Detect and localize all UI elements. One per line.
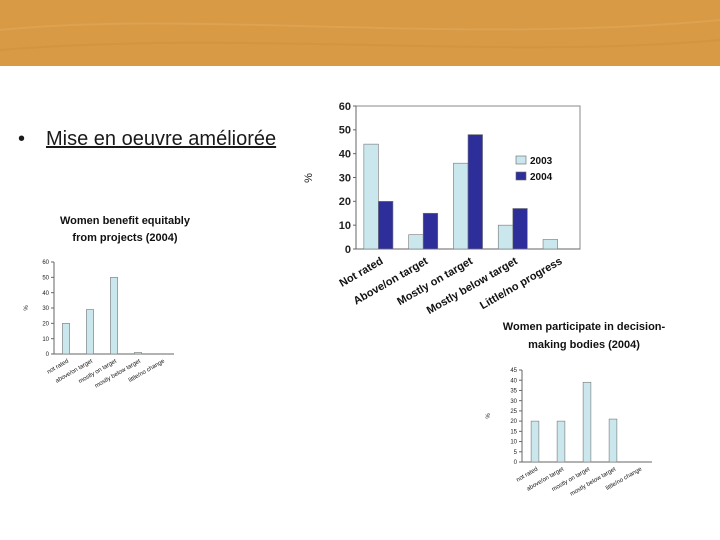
chart-title-line: Women participate in decision- xyxy=(503,321,666,333)
y-tick-label: 60 xyxy=(339,101,351,113)
y-tick-label: 35 xyxy=(510,389,517,395)
bar-2003-3 xyxy=(497,224,514,250)
chart-women-benefit: Women benefit equitably from projects (20… xyxy=(20,206,190,424)
bar-value-1 xyxy=(556,420,566,463)
chart-women-participate-svg: Women participate in decision-making bod… xyxy=(486,321,666,498)
x-tick-label: Above/on target xyxy=(352,255,431,307)
bullet-text[interactable]: Mise en oeuvre améliorée xyxy=(46,128,277,150)
y-axis-label: % xyxy=(303,173,315,183)
y-tick-label: 0 xyxy=(345,244,351,256)
chart-women-benefit-svg: Women benefit equitably from projects (20… xyxy=(24,215,190,390)
legend-swatch xyxy=(515,155,527,165)
bar-2004-0 xyxy=(378,201,394,250)
chart-title-line: from projects (2004) xyxy=(72,232,177,244)
bar-value-3 xyxy=(134,352,142,355)
banner-decoration xyxy=(0,19,720,51)
header-banner xyxy=(0,0,720,66)
bar-2003-4 xyxy=(542,239,558,250)
y-tick-label: 30 xyxy=(42,306,49,312)
y-axis-label: % xyxy=(486,413,492,419)
y-tick-label: 0 xyxy=(46,352,50,358)
bar-2004-1 xyxy=(422,212,439,250)
bar-value-1 xyxy=(86,309,94,355)
chart-progress-2003-2004: 0 10 20 30 40 50 60% Not rated Above/on target Mo… xyxy=(300,96,590,346)
bullet-point: • Mise en oeuvre améliorée xyxy=(18,128,276,151)
y-tick-label: 30 xyxy=(510,399,517,405)
y-tick-label: 10 xyxy=(510,440,517,446)
bar-value-2 xyxy=(582,381,592,463)
y-tick-label: 60 xyxy=(42,260,49,266)
y-tick-label: 15 xyxy=(510,429,517,435)
bar-2003-1 xyxy=(408,234,424,250)
legend-label: 2004 xyxy=(530,172,553,183)
chart-title-line: making bodies (2004) xyxy=(528,339,640,351)
bar-value-0 xyxy=(62,323,70,355)
bar-2004-3 xyxy=(512,208,528,250)
y-tick-label: 20 xyxy=(510,419,517,425)
y-tick-label: 20 xyxy=(339,196,351,208)
chart-title-line: Women benefit equitably xyxy=(60,215,190,227)
bar-value-3 xyxy=(608,418,618,463)
bar-2003-0 xyxy=(363,143,379,250)
y-tick-label: 40 xyxy=(339,149,351,161)
y-tick-label: 0 xyxy=(514,460,518,466)
y-tick-label: 40 xyxy=(510,378,517,384)
bar-2004-2 xyxy=(467,134,483,250)
y-tick-label: 5 xyxy=(514,450,518,456)
y-tick-label: 50 xyxy=(42,275,49,281)
y-tick-label: 25 xyxy=(510,409,517,415)
bar-value-2 xyxy=(110,277,118,355)
y-tick-label: 40 xyxy=(42,291,49,297)
x-tick-label: Little/no progress xyxy=(478,255,564,312)
legend-label: 2003 xyxy=(530,156,553,167)
y-tick-label: 10 xyxy=(42,337,49,343)
y-tick-label: 50 xyxy=(339,125,351,137)
x-tick-label: mostly below target xyxy=(569,466,617,497)
bar-value-0 xyxy=(530,420,540,463)
legend-swatch xyxy=(515,171,527,181)
bullet-glyph: • xyxy=(18,128,26,150)
y-tick-label: 30 xyxy=(339,172,351,184)
y-tick-label: 20 xyxy=(42,321,49,327)
chart-women-participate: Women participate in decision-making bod… xyxy=(478,318,694,528)
y-tick-label: 10 xyxy=(339,220,351,232)
y-axis-label: % xyxy=(24,305,30,311)
y-tick-label: 45 xyxy=(510,368,517,374)
bar-2003-2 xyxy=(453,162,469,250)
